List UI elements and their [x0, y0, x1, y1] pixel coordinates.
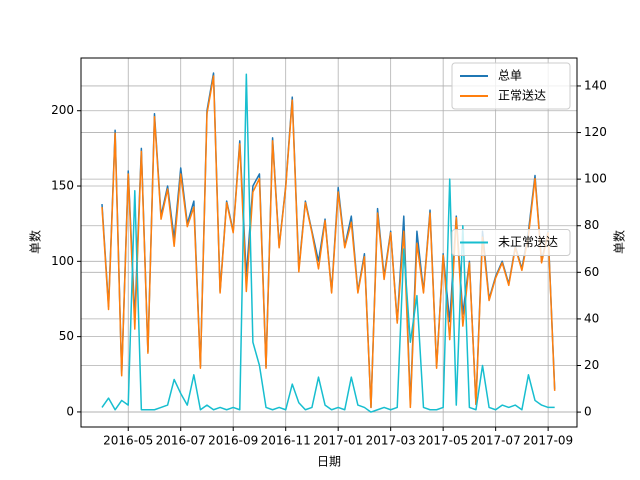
y-axis-label: 单数 — [28, 230, 43, 254]
x-tick-label: 2016-07 — [156, 434, 206, 448]
y-tick-label: 200 — [51, 103, 74, 117]
x-tick-label: 2017-01 — [313, 434, 363, 448]
legend-label: 正常送达 — [498, 88, 546, 103]
y2-tick-label: 40 — [584, 311, 599, 325]
y2-tick-label: 0 — [584, 405, 592, 419]
x-tick-label: 2016-11 — [261, 434, 311, 448]
y2-tick-label: 100 — [584, 172, 607, 186]
y-tick-label: 50 — [59, 329, 74, 343]
legend-box — [451, 229, 571, 256]
series-line — [101, 73, 555, 413]
y-tick-label: 150 — [51, 179, 74, 193]
x-tick-label: 2016-05 — [103, 434, 153, 448]
series-line — [101, 75, 556, 409]
legend-box — [451, 62, 571, 110]
x-tick-label: 2016-09 — [208, 434, 258, 448]
x-axis-label: 日期 — [317, 455, 341, 469]
y-tick-label: 100 — [51, 254, 74, 268]
plot-frame — [80, 57, 578, 428]
x-tick-label: 2017-09 — [523, 434, 573, 448]
legend-label: 未正常送达 — [498, 234, 558, 249]
y2-tick-label: 140 — [584, 78, 607, 92]
x-tick-label: 2017-05 — [418, 434, 468, 448]
y2-tick-label: 120 — [584, 125, 607, 139]
y2-tick-label: 60 — [584, 265, 599, 279]
x-tick-label: 2017-03 — [366, 434, 416, 448]
y-tick-label: 0 — [66, 404, 74, 418]
y2-tick-label: 80 — [584, 218, 599, 232]
y2-axis-label: 单数 — [612, 230, 627, 254]
y2-tick-label: 20 — [584, 358, 599, 372]
legend-label: 总单 — [498, 69, 522, 83]
x-tick-label: 2017-07 — [471, 434, 521, 448]
